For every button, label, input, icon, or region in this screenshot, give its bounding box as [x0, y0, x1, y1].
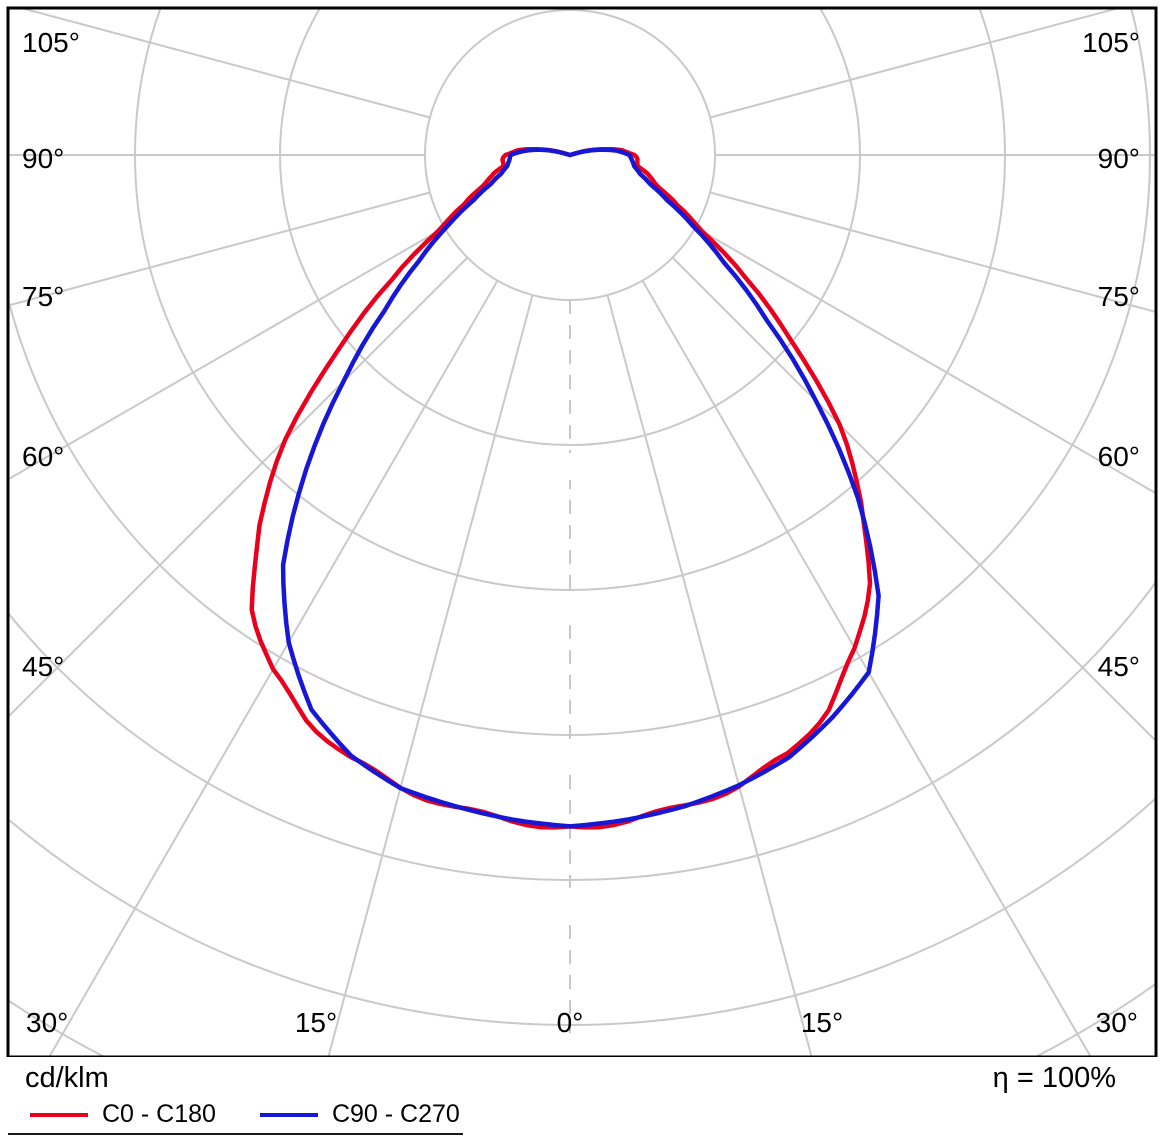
legend-line-c90-c270 — [259, 1112, 318, 1117]
legend-item-c90-c270: C90 - C270 — [259, 1100, 460, 1129]
angle-tick-label: 105° — [1082, 27, 1140, 58]
radial-unit-label: cd/klm — [25, 1062, 109, 1094]
angle-tick-label: 15° — [295, 1007, 337, 1038]
legend-label-c90-c270: C90 - C270 — [331, 1100, 460, 1128]
legend-line-c0-c180 — [30, 1112, 88, 1117]
chart-border — [6, 6, 1158, 1057]
angle-ray — [9, 226, 445, 481]
angle-tick-label: 75° — [1098, 281, 1140, 312]
angle-ray — [641, 280, 1092, 1056]
ring-value-label-gap — [552, 453, 588, 480]
angle-tick-label: 60° — [1098, 441, 1140, 472]
angle-ray — [48, 280, 499, 1056]
footer-divider — [8, 1133, 463, 1135]
angle-tick-label: 45° — [1098, 651, 1140, 682]
angle-ray — [327, 294, 534, 1056]
angle-ray — [671, 256, 1155, 742]
ring-value-label-gap — [552, 1033, 588, 1056]
angle-ray — [709, 9, 1119, 119]
angle-ray — [9, 256, 469, 718]
angle-tick-label: 30° — [1096, 1007, 1138, 1038]
angle-tick-label: 75° — [22, 281, 64, 312]
angle-ray — [21, 9, 431, 119]
angle-tick-label: 105° — [22, 27, 80, 58]
angle-tick-label: 90° — [22, 143, 64, 174]
angle-tick-label: 0° — [557, 1007, 584, 1038]
curve-c90-c270 — [280, 147, 881, 829]
light-output-ratio-label: η = 100% — [992, 1062, 1116, 1094]
angle-ray — [9, 191, 431, 307]
angle-ray — [695, 226, 1155, 494]
angle-tick-label: 60° — [22, 441, 64, 472]
angle-tick-label: 45° — [22, 651, 64, 682]
angle-ray — [709, 191, 1155, 313]
legend-item-c0-c180: C0 - C180 — [30, 1100, 216, 1129]
angle-ray — [606, 294, 813, 1056]
angle-tick-label: 15° — [801, 1007, 843, 1038]
ring-value-label-gap — [552, 743, 588, 770]
polar-intensity-chart: 105° 105° 90° 90° 75° 75° 60° 60° 45° 45° 30° 30° 15… — [6, 6, 1158, 1057]
angle-tick-label: 90° — [1098, 143, 1140, 174]
ring-value-label-gap — [552, 888, 588, 915]
legend: C0 - C180 C90 - C270 — [30, 1100, 460, 1129]
ring-value-label-gap — [552, 598, 588, 625]
legend-label-c0-c180: C0 - C180 — [102, 1100, 216, 1128]
angle-tick-label: 30° — [26, 1007, 68, 1038]
